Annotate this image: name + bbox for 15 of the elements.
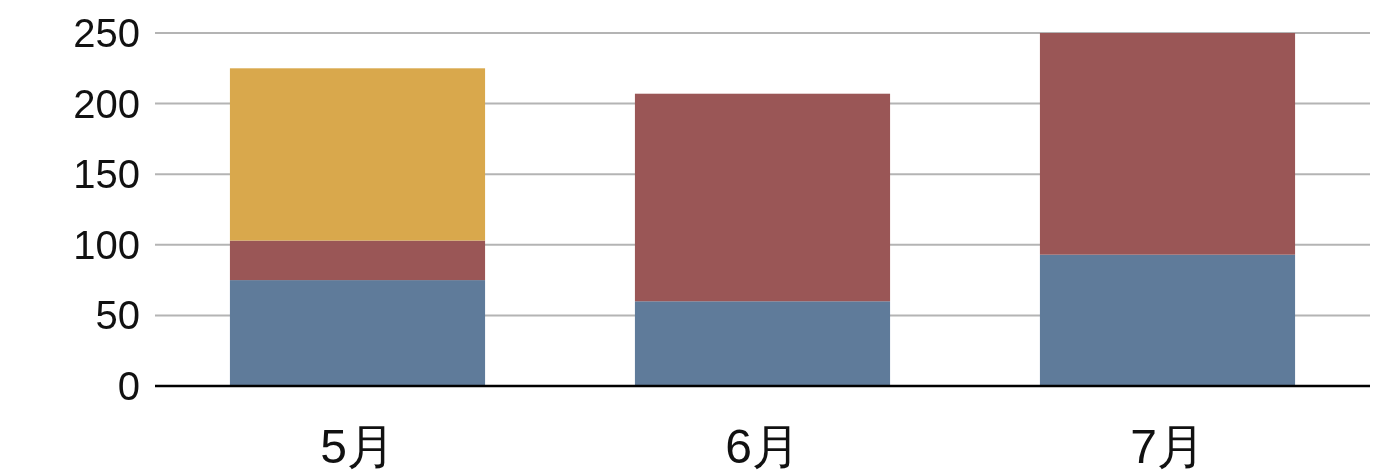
bar (634, 301, 891, 386)
bar (634, 93, 891, 302)
y-tick-label: 0 (117, 364, 140, 408)
y-tick-label: 150 (73, 152, 140, 197)
y-tick-label: 50 (95, 293, 140, 338)
bar (229, 280, 486, 386)
bar (1039, 254, 1296, 386)
x-tick-label: 6月 (725, 419, 800, 473)
y-tick-label: 250 (73, 11, 140, 55)
bar (229, 240, 486, 281)
bar (1039, 33, 1296, 255)
y-tick-label: 200 (73, 81, 140, 126)
x-tick-label: 5月 (320, 419, 395, 473)
y-tick-label: 100 (73, 222, 140, 267)
x-tick-label: 7月 (1130, 419, 1205, 473)
